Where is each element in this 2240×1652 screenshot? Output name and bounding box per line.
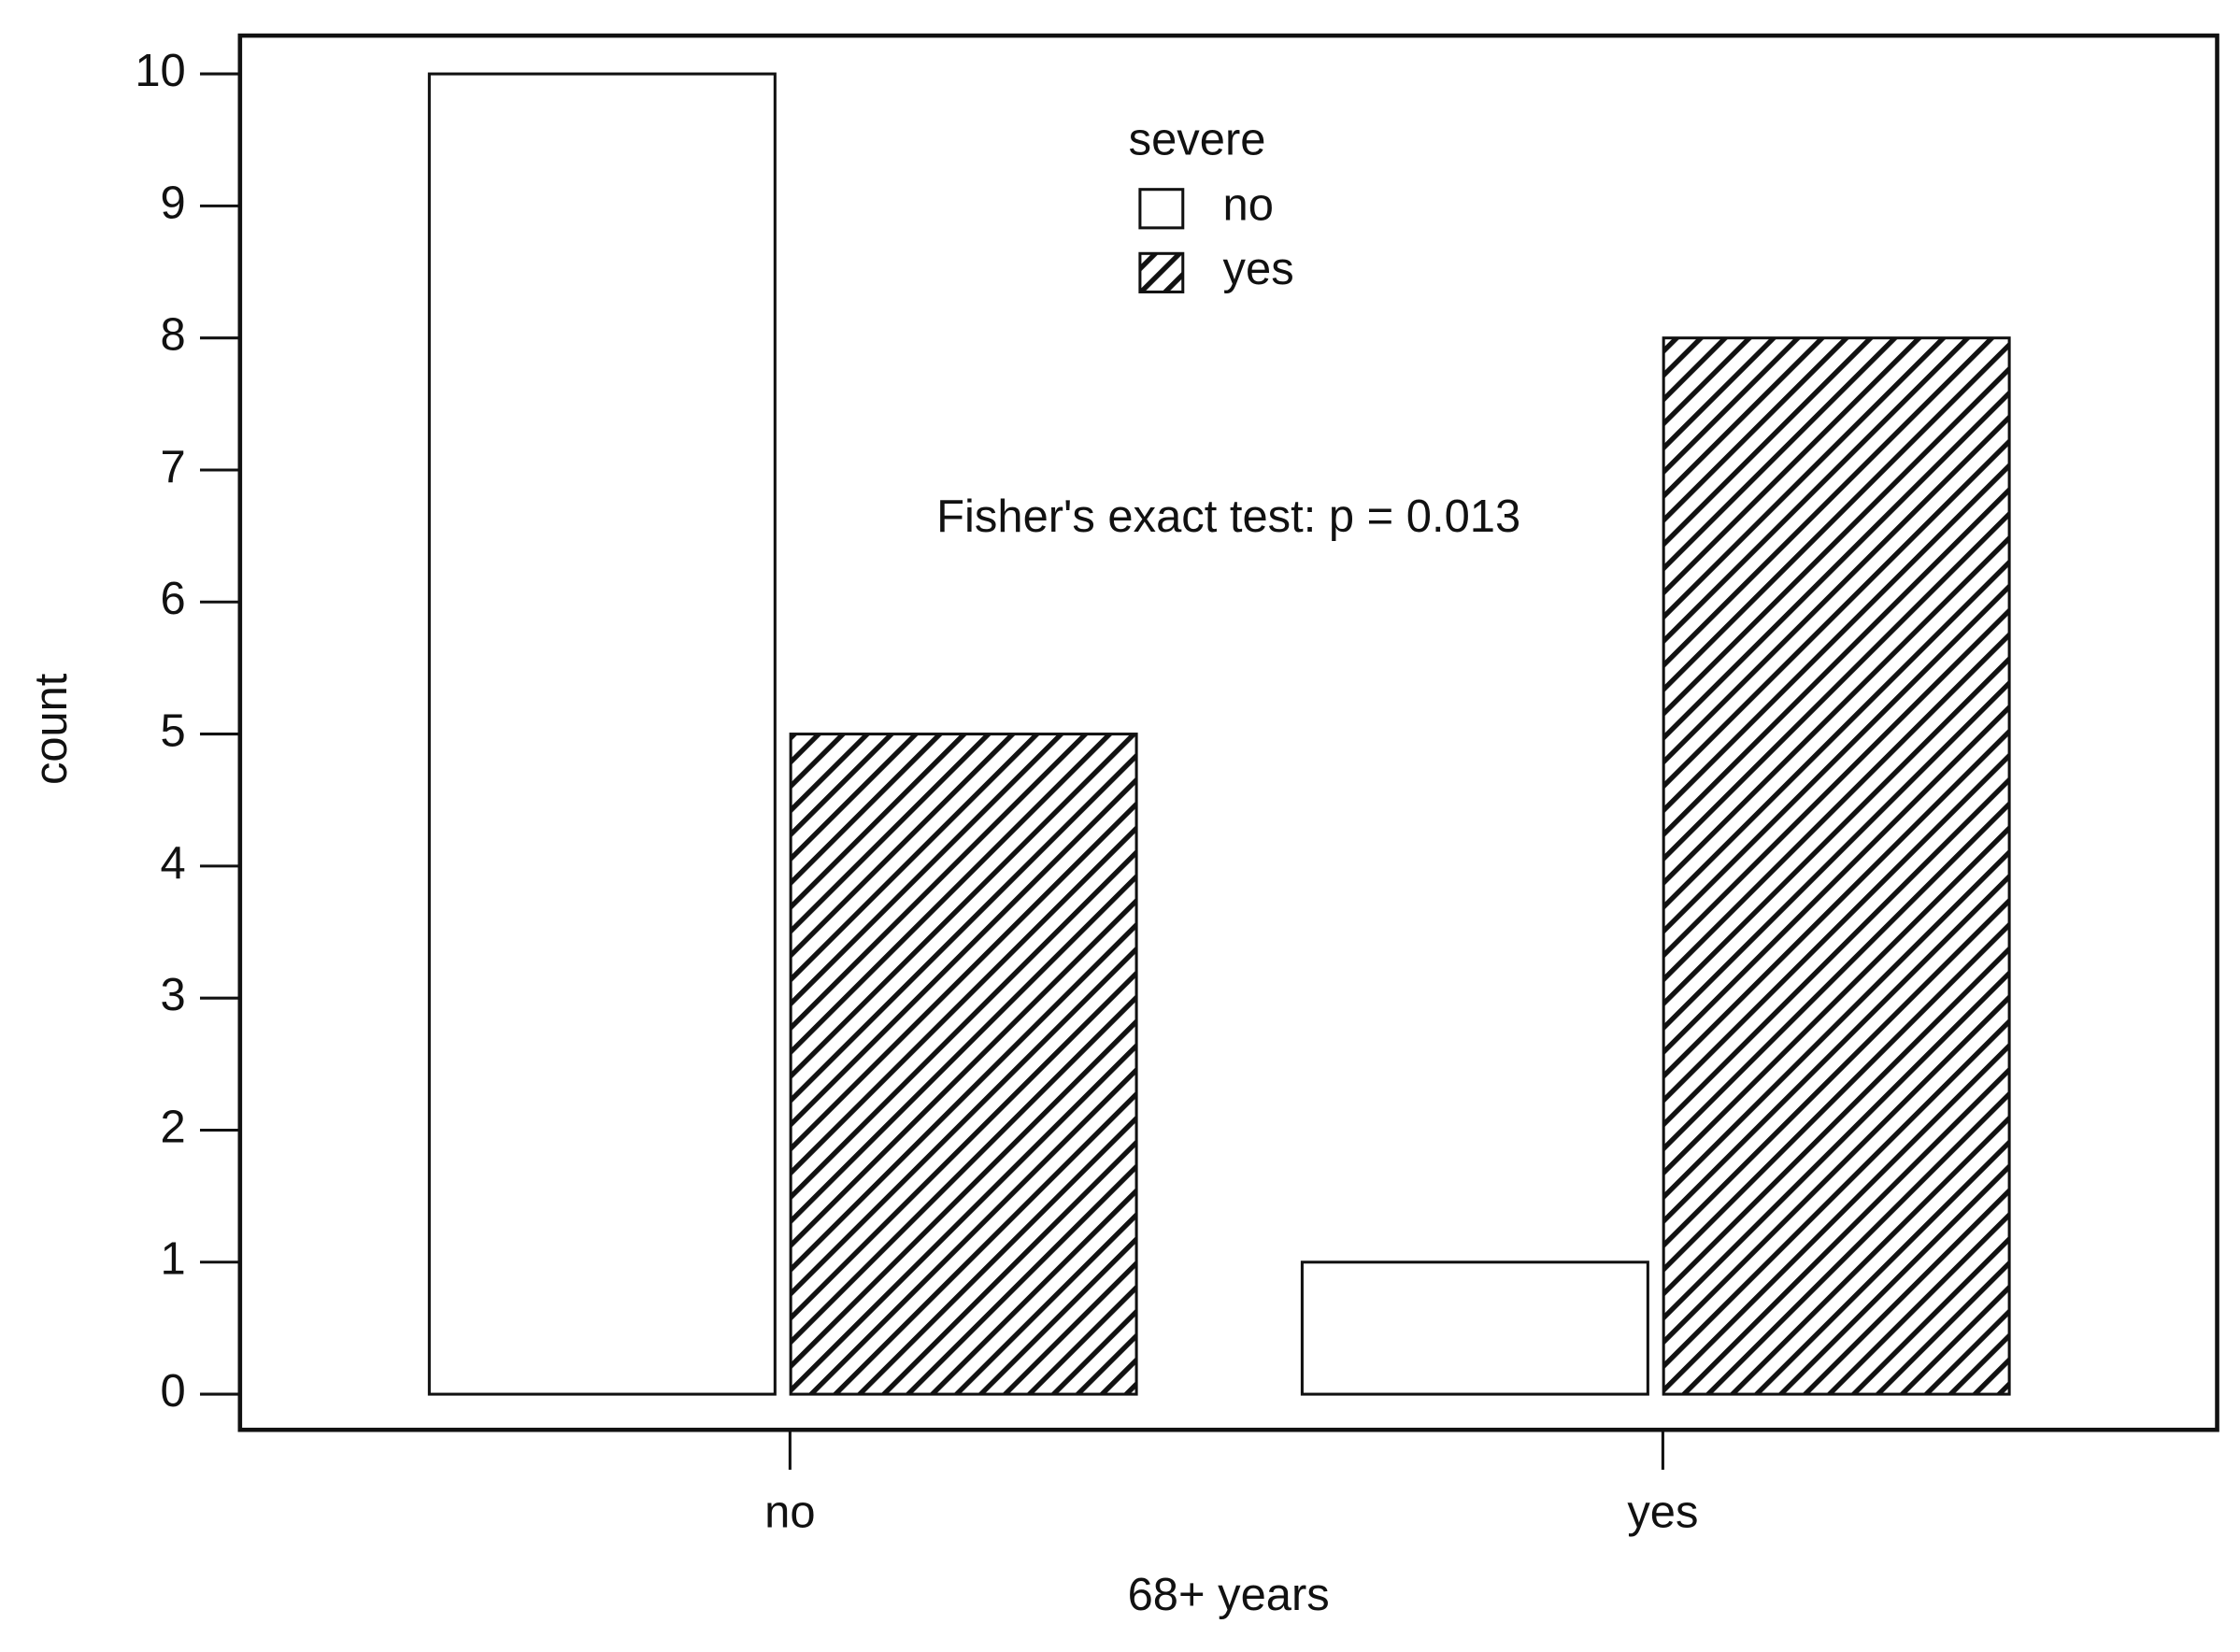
- y-tick-label: 5: [161, 706, 186, 757]
- y-tick-label: 4: [161, 838, 186, 889]
- legend-title: severe: [1129, 114, 1266, 164]
- x-tick-label: yes: [1627, 1488, 1698, 1538]
- y-tick-label: 2: [161, 1102, 186, 1152]
- legend-swatch: [1138, 251, 1185, 293]
- y-tick-label: 7: [161, 442, 186, 492]
- y-tick-label: 0: [161, 1366, 186, 1417]
- y-tick-label: 1: [161, 1234, 186, 1285]
- legend-label: no: [1223, 179, 1274, 230]
- bar: [1300, 1260, 1649, 1396]
- y-tick-label: 10: [135, 46, 185, 96]
- y-tick-label: 9: [161, 178, 186, 228]
- y-tick-label: 3: [161, 970, 186, 1020]
- bar: [427, 72, 777, 1396]
- annotation: Fisher's exact test: p = 0.013: [936, 491, 1520, 542]
- y-axis-label: count: [26, 673, 77, 785]
- x-axis-label: 68+ years: [1128, 1570, 1330, 1620]
- plot-frame: [237, 33, 2219, 1432]
- bar: [1662, 336, 2011, 1396]
- x-tick-label: no: [764, 1488, 815, 1538]
- y-tick-label: 8: [161, 310, 186, 361]
- y-tick-label: 6: [161, 574, 186, 624]
- legend-swatch: [1138, 188, 1185, 230]
- legend-label: yes: [1223, 244, 1294, 294]
- bar: [789, 733, 1138, 1396]
